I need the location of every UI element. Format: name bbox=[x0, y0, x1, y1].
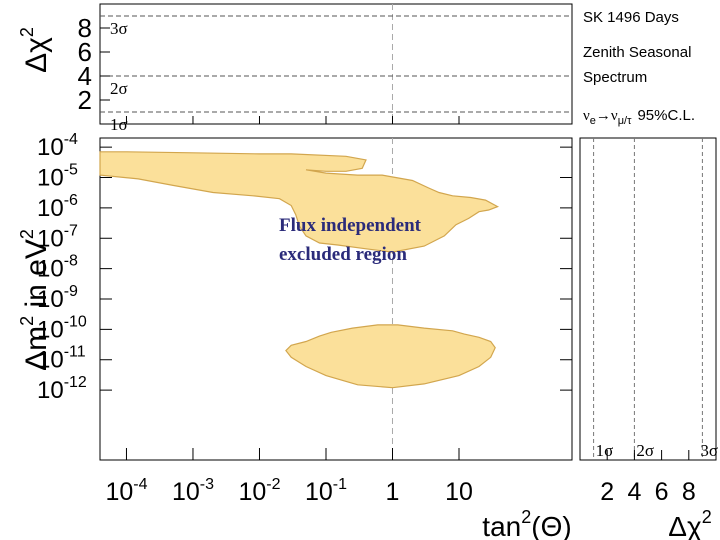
main-y-tick-label-9: 10-12 bbox=[37, 374, 87, 404]
legend-line-1: SK 1496 Days bbox=[583, 9, 679, 26]
right-sigma-label-3: 3σ bbox=[700, 441, 718, 460]
main-x-tick-label-4: 10-1 bbox=[305, 476, 347, 506]
right-panel-frame bbox=[579, 137, 717, 461]
main-y-axis-label: Δm2 in eV2 bbox=[17, 229, 53, 371]
main-y-tick-label-2: 10-5 bbox=[37, 162, 78, 192]
excluded-region-lower bbox=[285, 324, 496, 389]
excluded-regions bbox=[99, 151, 500, 389]
right-x-tick-label-1: 2 bbox=[600, 478, 614, 506]
right-x-tick-label-4: 8 bbox=[682, 478, 696, 506]
axis-ticks bbox=[100, 27, 690, 460]
top-panel-frame bbox=[99, 3, 573, 125]
top-sigma-label-3: 3σ bbox=[110, 19, 128, 38]
main-x-tick-label-3: 10-2 bbox=[238, 476, 280, 506]
main-y-tick-label-4: 10-7 bbox=[37, 222, 78, 252]
top-y-tick-label-3: 6 bbox=[78, 37, 92, 67]
main-y-tick-label-8: 10-11 bbox=[37, 344, 86, 374]
right-x-axis-label: Δχ2 bbox=[668, 507, 711, 540]
top-y-tick-label-2: 4 bbox=[78, 61, 92, 91]
main-x-tick-label-5: 1 bbox=[386, 478, 400, 506]
right-x-tick-label-3: 6 bbox=[655, 478, 669, 506]
excluded-region-upper bbox=[99, 151, 500, 253]
main-y-tick-label-5: 10-8 bbox=[37, 253, 78, 283]
top-y-tick-label-4: 8 bbox=[78, 13, 92, 43]
main-x-tick-label-6: 10 bbox=[445, 478, 473, 506]
annotation-line-1: Flux independent bbox=[279, 215, 422, 236]
channel-legend: νe→νμ/τ 95%C.L. bbox=[583, 107, 695, 127]
top-sigma-label-1: 1σ bbox=[110, 115, 128, 134]
main-x-tick-label-1: 10-4 bbox=[105, 476, 147, 506]
top-y-axis-label: Δχ2 bbox=[17, 27, 53, 73]
main-x-axis-label: tan2(Θ) bbox=[482, 507, 571, 540]
top-y-tick-label-1: 2 bbox=[78, 85, 92, 115]
right-sigma-label-2: 2σ bbox=[636, 441, 654, 460]
legend-line-2: Zenith Seasonal bbox=[583, 44, 691, 61]
main-y-tick-label-1: 10-4 bbox=[37, 131, 78, 161]
main-y-tick-label-7: 10-10 bbox=[37, 313, 87, 343]
top-sigma-label-2: 2σ bbox=[110, 79, 128, 98]
right-x-tick-label-2: 4 bbox=[627, 478, 641, 506]
annotation-line-2: excluded region bbox=[279, 244, 407, 265]
right-sigma-label-1: 1σ bbox=[596, 441, 614, 460]
legend-line-3: Spectrum bbox=[583, 69, 647, 86]
main-x-tick-label-2: 10-3 bbox=[172, 476, 214, 506]
main-y-tick-label-3: 10-6 bbox=[37, 192, 78, 222]
main-y-tick-label-6: 10-9 bbox=[37, 283, 78, 313]
